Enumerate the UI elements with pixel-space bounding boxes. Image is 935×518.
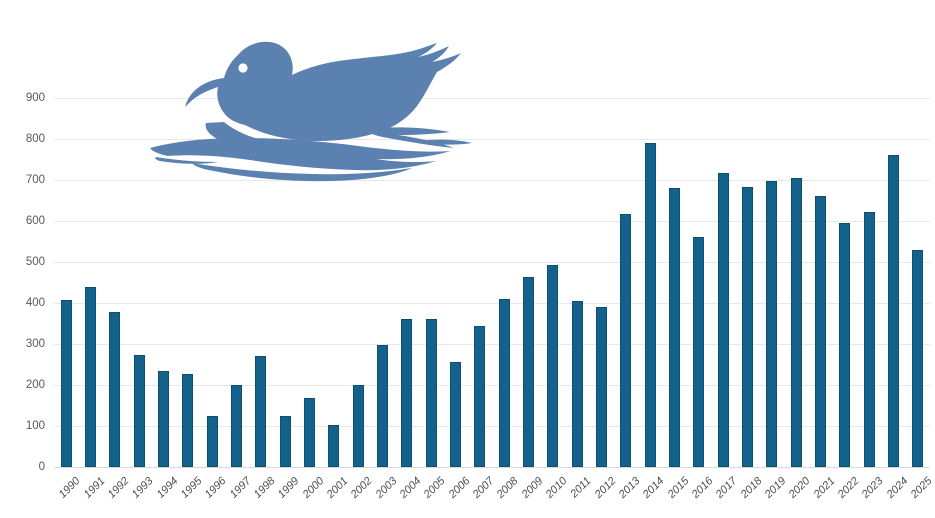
bar[interactable] bbox=[888, 154, 899, 467]
bar[interactable] bbox=[717, 173, 729, 467]
x-axis-tick-label: 1993 bbox=[129, 475, 156, 501]
bar[interactable] bbox=[766, 180, 778, 467]
x-axis-tick-label: 2020 bbox=[786, 475, 813, 501]
bar[interactable] bbox=[279, 416, 291, 467]
bar[interactable] bbox=[328, 424, 340, 467]
bars-layer bbox=[54, 98, 930, 467]
gridline: 900 bbox=[26, 92, 930, 104]
x-axis-labels: 1990 1991 1992 1993 1994 1995 1996 1997 1998 1999… bbox=[54, 469, 934, 518]
gridline: 300 bbox=[26, 338, 930, 350]
bar[interactable] bbox=[693, 236, 705, 467]
plot-area: 0 100 200 300 400 500 600 700 800 900 bbox=[26, 41, 930, 473]
gridline: 700 bbox=[26, 174, 930, 186]
gridline: 600 bbox=[26, 215, 930, 227]
bar[interactable] bbox=[912, 249, 924, 467]
bar[interactable] bbox=[352, 385, 364, 467]
bar[interactable] bbox=[231, 385, 242, 467]
bar[interactable] bbox=[644, 142, 656, 467]
x-axis-tick-label: 1990 bbox=[56, 475, 83, 501]
gridline: 100 bbox=[26, 420, 930, 432]
y-axis-tick-label: 100 bbox=[25, 420, 45, 432]
bar[interactable] bbox=[596, 307, 607, 467]
x-axis-tick-label: 2002 bbox=[348, 475, 375, 501]
x-axis-tick-label: 1996 bbox=[202, 475, 229, 501]
bar[interactable] bbox=[401, 319, 413, 467]
bar[interactable] bbox=[158, 371, 169, 467]
x-axis-tick-label: 2024 bbox=[884, 475, 910, 501]
x-axis-tick-label: 2005 bbox=[421, 475, 448, 501]
x-axis-tick-label: 2014 bbox=[640, 475, 667, 501]
gridline: 800 bbox=[26, 133, 930, 145]
x-axis-tick-label: 2006 bbox=[446, 475, 472, 501]
bar[interactable] bbox=[109, 311, 121, 467]
bar[interactable] bbox=[60, 300, 72, 467]
x-axis-tick-label: 1998 bbox=[251, 475, 278, 501]
y-axis-tick-label: 800 bbox=[25, 133, 45, 145]
x-axis-tick-label: 2023 bbox=[859, 475, 886, 501]
x-axis-tick-label: 1994 bbox=[154, 475, 180, 501]
x-axis-tick-label: 2022 bbox=[835, 475, 862, 501]
x-axis-tick-label: 1997 bbox=[227, 475, 253, 501]
bar[interactable] bbox=[498, 299, 510, 467]
x-axis-tick-label: 2025 bbox=[908, 475, 935, 501]
bar[interactable] bbox=[85, 287, 96, 467]
x-axis-tick-label: 2018 bbox=[738, 475, 764, 501]
bar[interactable] bbox=[255, 355, 267, 467]
bar[interactable] bbox=[425, 319, 437, 467]
x-axis-tick-label: 2012 bbox=[592, 475, 618, 501]
x-axis-tick-label: 2021 bbox=[811, 475, 837, 501]
bar[interactable] bbox=[815, 196, 826, 467]
x-axis-tick-label: 2004 bbox=[397, 475, 424, 501]
bar[interactable] bbox=[523, 276, 534, 467]
bar[interactable] bbox=[669, 187, 680, 467]
x-axis-tick-label: 2000 bbox=[300, 475, 326, 501]
bar[interactable] bbox=[547, 265, 559, 467]
y-axis-tick-label: 400 bbox=[25, 297, 45, 309]
x-axis-tick-label: 2010 bbox=[543, 475, 570, 501]
y-axis-tick-label: 600 bbox=[25, 215, 45, 227]
y-axis-tick-label: 300 bbox=[25, 338, 45, 350]
x-axis-tick-label: 2015 bbox=[665, 475, 691, 501]
bar[interactable] bbox=[790, 178, 802, 467]
x-axis-tick-label: 2008 bbox=[494, 475, 521, 501]
x-axis-tick-label: 2001 bbox=[324, 475, 351, 501]
x-axis-tick-label: 1991 bbox=[81, 475, 107, 501]
bar[interactable] bbox=[474, 325, 486, 467]
x-axis-tick-label: 1992 bbox=[105, 475, 132, 501]
x-axis-tick-label: 2019 bbox=[762, 475, 789, 501]
bar[interactable] bbox=[863, 211, 875, 467]
x-axis-tick-label: 2011 bbox=[568, 475, 594, 501]
bar[interactable] bbox=[450, 362, 461, 467]
x-axis-tick-label: 2013 bbox=[616, 475, 643, 501]
x-axis-tick-label: 2007 bbox=[470, 475, 497, 501]
bar[interactable] bbox=[206, 416, 218, 467]
x-axis-tick-label: 2009 bbox=[519, 475, 545, 501]
x-axis-tick-label: 2017 bbox=[713, 475, 740, 501]
gridline: 500 bbox=[26, 256, 930, 268]
gridline: 0 bbox=[39, 461, 930, 473]
x-axis-tick-label: 2016 bbox=[689, 475, 716, 501]
bar[interactable] bbox=[133, 355, 145, 467]
bar[interactable] bbox=[377, 345, 388, 467]
y-axis-tick-label: 200 bbox=[25, 379, 45, 391]
y-axis-tick-label: 500 bbox=[25, 256, 45, 268]
y-axis-tick-label: 700 bbox=[25, 174, 45, 186]
x-axis-tick-label: 2003 bbox=[373, 475, 399, 501]
bar[interactable] bbox=[182, 373, 194, 467]
y-axis-tick-label: 900 bbox=[25, 92, 45, 104]
x-axis-tick-label: 1999 bbox=[275, 475, 302, 501]
gridline: 400 bbox=[26, 297, 930, 309]
bar[interactable] bbox=[620, 214, 632, 467]
gridline: 200 bbox=[26, 379, 930, 391]
bar[interactable] bbox=[839, 223, 851, 467]
x-axis-tick-label: 1995 bbox=[178, 475, 205, 501]
bar[interactable] bbox=[571, 300, 583, 467]
bar[interactable] bbox=[742, 186, 753, 467]
bar[interactable] bbox=[304, 397, 315, 467]
y-axis-tick-label: 0 bbox=[38, 461, 45, 473]
